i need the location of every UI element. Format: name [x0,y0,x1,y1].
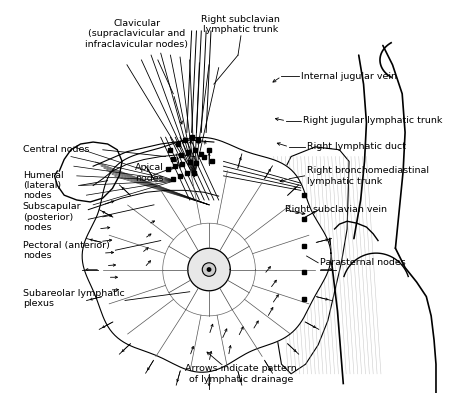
Circle shape [207,267,211,272]
Circle shape [202,263,216,276]
Text: Right subclavian vein: Right subclavian vein [285,205,387,214]
Text: Clavicular
(supraclavicular and
infraclavicular nodes): Clavicular (supraclavicular and infracla… [85,19,188,49]
Text: Subareolar lymphatic
plexus: Subareolar lymphatic plexus [23,289,124,308]
Text: Right jugular lymphatic trunk: Right jugular lymphatic trunk [303,116,442,125]
Text: Right bronchomediastinal
lymphatic trunk: Right bronchomediastinal lymphatic trunk [307,166,428,186]
Polygon shape [275,147,349,374]
Polygon shape [82,138,331,372]
Text: Arrows indicate pattern
of lymphatic drainage: Arrows indicate pattern of lymphatic dra… [185,364,297,384]
Text: Subscapular
(posterior)
nodes: Subscapular (posterior) nodes [23,202,81,232]
Polygon shape [188,248,230,291]
Polygon shape [55,142,122,202]
Text: Internal jugular vein: Internal jugular vein [301,72,397,81]
Text: Pectoral (anterior)
nodes: Pectoral (anterior) nodes [23,240,109,260]
Text: Central nodes: Central nodes [23,145,89,154]
Text: Right lymphatic duct: Right lymphatic duct [307,142,406,151]
Text: Apical
nodes: Apical nodes [135,163,164,183]
Text: Right subclavian
lymphatic trunk: Right subclavian lymphatic trunk [201,14,280,34]
Text: Parasternal nodes: Parasternal nodes [320,258,406,267]
Text: Humeral
(lateral)
nodes: Humeral (lateral) nodes [23,171,63,200]
